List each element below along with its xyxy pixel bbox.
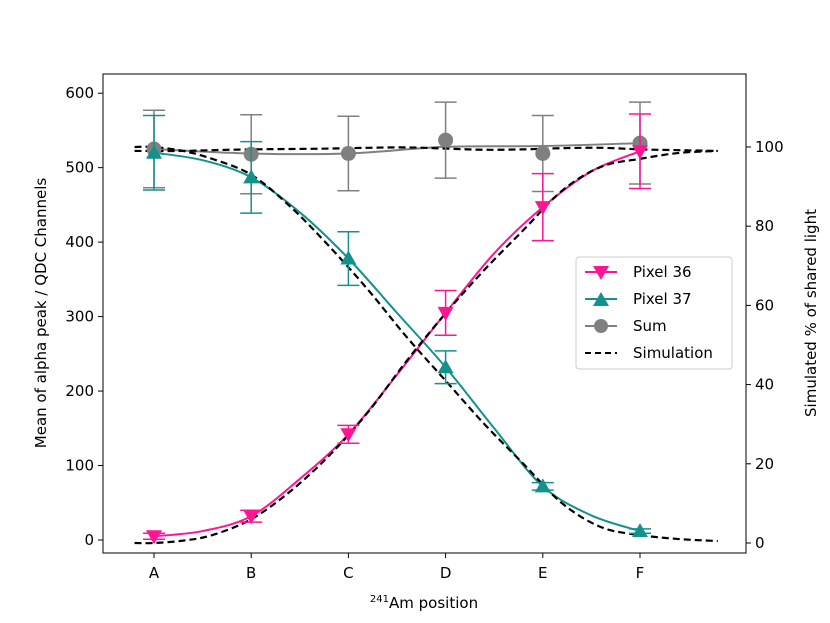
x-tick-label: B	[246, 564, 256, 582]
series-line-pixel-36	[153, 150, 641, 538]
point-pixel-37	[632, 523, 648, 538]
y-tick-label-right: 20	[755, 455, 774, 473]
y-tick-label-right: 60	[755, 296, 774, 314]
y-tick-label-left: 400	[65, 233, 94, 251]
point-pixel-36	[243, 510, 260, 525]
x-axis-label: 241Am position	[370, 594, 478, 612]
y-tick-label-left: 200	[65, 382, 94, 400]
point-sum	[438, 132, 454, 148]
point-sum	[535, 146, 551, 162]
simulation-line-rising	[134, 149, 718, 545]
y-axis-label-right: Simulated % of shared light	[802, 209, 820, 417]
x-tick-label: A	[149, 564, 160, 582]
point-pixel-37	[534, 478, 551, 493]
y-tick-label-left: 600	[65, 84, 94, 102]
point-pixel-37	[437, 359, 454, 374]
y-tick-label-right: 40	[755, 376, 774, 394]
legend-pixel36-label: Pixel 36	[633, 263, 692, 281]
y-tick-label-right: 0	[755, 534, 765, 552]
point-pixel-37	[243, 169, 260, 184]
x-tick-label: C	[343, 564, 353, 582]
legend-pixel37-marker	[593, 292, 609, 306]
x-axis-label-text: Am position	[389, 594, 478, 612]
y-tick-label-right: 80	[755, 217, 774, 235]
y-tick-label-right: 100	[755, 138, 784, 156]
simulation-line-sum	[134, 146, 718, 153]
point-pixel-36	[146, 530, 162, 545]
legend-pixel36-marker	[593, 266, 609, 280]
y-tick-label-left: 300	[65, 308, 94, 326]
x-tick-label: F	[636, 564, 645, 582]
legend: Pixel 36 Pixel 37 Sum Simulation	[575, 256, 733, 370]
legend-sum-label: Sum	[633, 317, 667, 335]
x-tick-label: D	[440, 564, 452, 582]
legend-sum-marker	[594, 319, 608, 333]
series-line-pixel-37	[153, 151, 641, 533]
plot-frame	[102, 73, 747, 554]
x-tick-label: E	[538, 564, 547, 582]
axes-layer: 0 100 200 300 400 500 600 0 20 40 60 80 100 A B C D E F	[65, 84, 783, 582]
point-sum	[340, 146, 356, 162]
legend-pixel37-label: Pixel 37	[633, 290, 692, 308]
point-pixel-37	[340, 250, 357, 265]
point-pixel-36	[340, 428, 357, 443]
y-axis-label-left: Mean of alpha peak / QDC Channels	[32, 178, 50, 449]
y-tick-label-left: 0	[84, 531, 94, 549]
y-tick-label-left: 100	[65, 457, 94, 475]
plot-layer	[134, 101, 718, 545]
x-axis-label-superscript: 241	[370, 594, 389, 605]
point-pixel-36	[632, 145, 648, 160]
legend-frame	[575, 256, 733, 370]
legend-simulation-label: Simulation	[633, 344, 713, 362]
series-line-sum	[153, 142, 641, 156]
point-pixel-36	[534, 201, 551, 216]
point-pixel-37	[146, 144, 162, 159]
y-tick-label-left: 500	[65, 159, 94, 177]
point-pixel-36	[437, 306, 454, 321]
simulation-line-falling	[134, 145, 718, 543]
